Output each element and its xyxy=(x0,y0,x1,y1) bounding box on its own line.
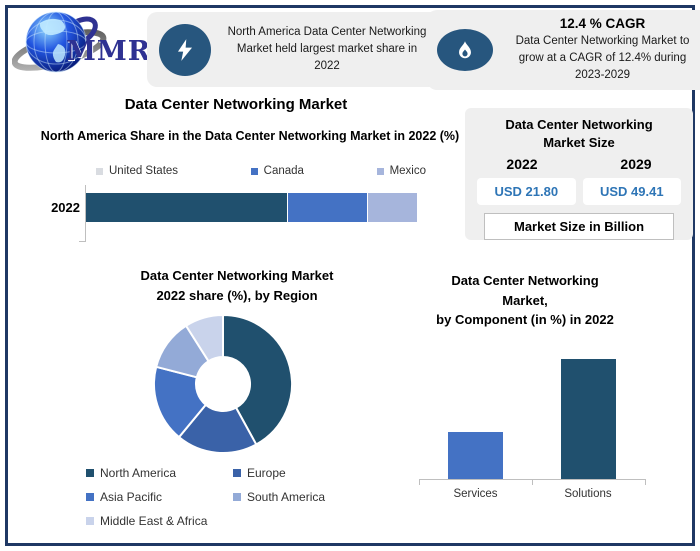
component-title: Data Center Networking Market, by Compon… xyxy=(427,271,623,330)
cagr-card: 12.4 % CAGR Data Center Networking Marke… xyxy=(427,10,700,90)
bar-segment-mexico xyxy=(367,193,417,222)
legend-label-united-states: United States xyxy=(109,165,179,177)
component-bar-services xyxy=(448,432,503,479)
cagr-text: Data Center Networking Market to grow at… xyxy=(515,35,690,81)
component-label-solutions: Solutions xyxy=(564,488,612,500)
value-2022: USD 21.80 xyxy=(477,178,576,206)
bar-segment-united-states xyxy=(86,193,287,222)
legend-top: United States Canada Mexico xyxy=(96,165,426,177)
donut-chart xyxy=(153,313,294,455)
bar-segment-canada xyxy=(287,193,367,222)
market-size-footer: Market Size in Billion xyxy=(484,213,674,241)
highlight-card: North America Data Center Networking Mar… xyxy=(147,12,441,87)
market-size-values: USD 21.80 USD 49.41 xyxy=(477,178,681,206)
legend-swatch-north-america xyxy=(86,469,94,477)
component-axis-tick-2 xyxy=(645,480,646,485)
stacked-bar-category: 2022 xyxy=(51,200,80,215)
legend-swatch-middle-east-africa xyxy=(86,517,94,525)
market-size-years: 2022 2029 xyxy=(465,156,693,172)
legend-label-canada: Canada xyxy=(263,165,304,177)
donut-title-line1: Data Center Networking Market xyxy=(140,268,334,283)
highlight-text: North America Data Center Networking Mar… xyxy=(227,25,427,73)
legend-item-europe: Europe xyxy=(233,466,413,480)
legend-label-europe: Europe xyxy=(247,466,286,480)
stacked-bar-axis xyxy=(85,185,86,242)
market-size-panel: Data Center Networking Market Size 2022 … xyxy=(465,108,693,241)
year-2029-label: 2029 xyxy=(620,156,652,173)
donut-title-line2: 2022 share (%), by Region xyxy=(156,287,318,303)
legend-label-north-america: North America xyxy=(100,466,177,480)
stacked-bar-axis-tick xyxy=(79,241,86,242)
cagr-title: 12.4 % CAGR xyxy=(559,16,646,32)
legend-item-asia-pacific: Asia Pacific xyxy=(86,490,233,504)
stacked-bar xyxy=(86,193,417,222)
legend-label-middle-east-africa: Middle East & Africa xyxy=(100,514,208,528)
page-border xyxy=(5,5,695,546)
legend-label-mexico: Mexico xyxy=(389,165,426,177)
legend-item-middle-east-africa: Middle East & Africa xyxy=(86,514,233,528)
globe-icon xyxy=(11,11,107,73)
legend-item-north-america: North America xyxy=(86,466,233,480)
legend-label-south-america: South America xyxy=(247,490,326,504)
value-2029: USD 49.41 xyxy=(582,178,681,206)
legend-label-asia-pacific: Asia Pacific xyxy=(100,490,163,504)
legend-swatch-united-states xyxy=(96,167,103,175)
legend-item-united-states: United States xyxy=(96,165,178,177)
main-title: Data Center Networking Market xyxy=(124,96,348,113)
legend-swatch-europe xyxy=(233,469,241,477)
legend-item-mexico: Mexico xyxy=(376,165,426,177)
mmr-logo: MMR xyxy=(11,8,154,88)
component-axis xyxy=(419,479,646,480)
component-axis-tick-0 xyxy=(419,480,420,485)
year-2022-label: 2022 xyxy=(506,156,538,173)
legend-item-south-america: South America xyxy=(233,490,413,504)
donut-slice-middle-east-africa xyxy=(184,313,224,363)
legend-swatch-canada xyxy=(250,167,258,175)
market-size-title: Data Center Networking Market Size xyxy=(505,117,653,150)
component-title-line2: Market, xyxy=(502,292,548,308)
component-title-line3: by Component (in %) in 2022 xyxy=(436,312,614,327)
component-title-line1: Data Center Networking xyxy=(451,273,599,288)
legend-swatch-south-america xyxy=(233,493,241,501)
donut-title: Data Center Networking Market 2022 share… xyxy=(62,266,412,305)
legend-swatch-asia-pacific xyxy=(86,493,94,501)
stacked-bar-title: North America Share in the Data Center N… xyxy=(40,129,460,143)
component-bar-solutions xyxy=(560,359,616,479)
donut-slice-north-america xyxy=(222,313,294,446)
legend-region: North America Europe Asia Pacific South Ame… xyxy=(86,466,413,528)
flame-icon xyxy=(437,29,493,71)
component-label-services: Services xyxy=(453,488,498,500)
component-axis-tick-1 xyxy=(532,480,533,485)
lightning-bolt-icon xyxy=(159,23,211,76)
legend-swatch-mexico xyxy=(376,167,384,175)
logo-text: MMR xyxy=(66,36,152,67)
legend-item-canada: Canada xyxy=(250,165,304,177)
